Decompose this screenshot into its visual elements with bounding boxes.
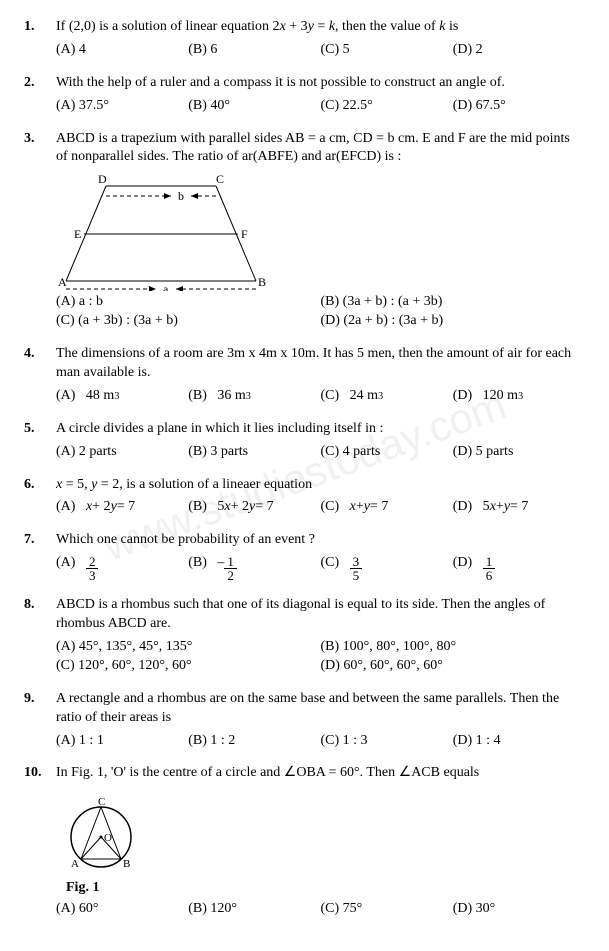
- option-a: (A) 37.5°: [56, 97, 188, 116]
- options: (A) 23 (B) – 12 (C) 35 (D) 16: [56, 554, 585, 582]
- svg-text:C: C: [216, 172, 224, 186]
- question-text: In Fig. 1, 'O' is the centre of a circle…: [56, 764, 585, 783]
- question-text: x = 5, y = 2, is a solution of a lineaer…: [56, 476, 585, 495]
- svg-text:A: A: [58, 275, 67, 289]
- options: (A) 1 : 1 (B) 1 : 2 (C) 1 : 3 (D) 1 : 4: [56, 732, 585, 751]
- question-3: 3. ABCD is a trapezium with parallel sid…: [24, 130, 585, 332]
- option-c: (C) 120°, 60°, 120°, 60°: [56, 657, 321, 676]
- question-number: 3.: [24, 130, 56, 332]
- option-d: (D) 5x + y = 7: [453, 498, 585, 517]
- option-a: (A) 48 m3: [56, 387, 188, 406]
- question-number: 4.: [24, 345, 56, 406]
- question-10: 10. In Fig. 1, 'O' is the centre of a ci…: [24, 764, 585, 919]
- option-b: (B) 120°: [188, 900, 320, 919]
- option-d: (D) (2a + b) : (3a + b): [321, 312, 586, 331]
- question-7: 7. Which one cannot be probability of an…: [24, 531, 585, 582]
- options: (A) 48 m3 (B) 36 m3 (C) 24 m3 (D) 120 m3: [56, 387, 585, 406]
- option-b: (B) – 12: [188, 554, 320, 582]
- question-number: 5.: [24, 420, 56, 462]
- option-b: (B) (3a + b) : (a + 3b): [321, 293, 586, 312]
- question-5: 5. A circle divides a plane in which it …: [24, 420, 585, 462]
- option-c: (C) x + y = 7: [321, 498, 453, 517]
- svg-text:D: D: [98, 172, 107, 186]
- circle-figure: C O A B: [56, 787, 156, 877]
- question-text: A circle divides a plane in which it lie…: [56, 420, 585, 439]
- question-text: The dimensions of a room are 3m x 4m x 1…: [56, 345, 585, 383]
- option-c: (C) 5: [321, 41, 453, 60]
- option-d: (D) 67.5°: [453, 97, 585, 116]
- question-text: Which one cannot be probability of an ev…: [56, 531, 585, 550]
- option-c: (C) 75°: [321, 900, 453, 919]
- options: (A) 45°, 135°, 45°, 135° (B) 100°, 80°, …: [56, 638, 585, 676]
- svg-text:B: B: [123, 858, 130, 870]
- option-b: (B) 100°, 80°, 100°, 80°: [321, 638, 586, 657]
- figure-caption: Fig. 1: [66, 879, 585, 898]
- options: (A) x + 2y = 7 (B) 5x + 2y = 7 (C) x + y…: [56, 498, 585, 517]
- question-number: 8.: [24, 596, 56, 676]
- option-d: (D) 16: [453, 554, 585, 582]
- option-c: (C) 35: [321, 554, 453, 582]
- question-number: 1.: [24, 18, 56, 60]
- option-a: (A) 23: [56, 554, 188, 582]
- option-d: (D) 30°: [453, 900, 585, 919]
- question-text: With the help of a ruler and a compass i…: [56, 74, 585, 93]
- svg-text:E: E: [74, 227, 81, 241]
- option-a: (A) 2 parts: [56, 443, 188, 462]
- question-text: If (2,0) is a solution of linear equatio…: [56, 18, 585, 37]
- option-b: (B) 36 m3: [188, 387, 320, 406]
- options: (A) 60° (B) 120° (C) 75° (D) 30°: [56, 900, 585, 919]
- options: (A) 2 parts (B) 3 parts (C) 4 parts (D) …: [56, 443, 585, 462]
- svg-text:F: F: [241, 227, 248, 241]
- option-a: (A) 60°: [56, 900, 188, 919]
- option-c: (C) 22.5°: [321, 97, 453, 116]
- svg-text:B: B: [258, 275, 266, 289]
- option-a: (A) x + 2y = 7: [56, 498, 188, 517]
- question-number: 2.: [24, 74, 56, 116]
- option-a: (A) 1 : 1: [56, 732, 188, 751]
- option-b: (B) 5x + 2y = 7: [188, 498, 320, 517]
- option-c: (C) 1 : 3: [321, 732, 453, 751]
- svg-text:O: O: [104, 832, 112, 844]
- svg-text:a: a: [163, 282, 169, 291]
- options: (A) a : b (B) (3a + b) : (a + 3b) (C) (a…: [56, 293, 585, 331]
- svg-text:b: b: [178, 189, 184, 203]
- option-b: (B) 6: [188, 41, 320, 60]
- question-text: ABCD is a trapezium with parallel sides …: [56, 130, 585, 168]
- question-text: A rectangle and a rhombus are on the sam…: [56, 690, 585, 728]
- question-text: ABCD is a rhombus such that one of its d…: [56, 596, 585, 634]
- question-6: 6. x = 5, y = 2, is a solution of a line…: [24, 476, 585, 518]
- option-d: (D) 120 m3: [453, 387, 585, 406]
- question-number: 6.: [24, 476, 56, 518]
- option-b: (B) 40°: [188, 97, 320, 116]
- option-b: (B) 1 : 2: [188, 732, 320, 751]
- option-a: (A) a : b: [56, 293, 321, 312]
- question-1: 1. If (2,0) is a solution of linear equa…: [24, 18, 585, 60]
- option-d: (D) 1 : 4: [453, 732, 585, 751]
- question-number: 7.: [24, 531, 56, 582]
- question-4: 4. The dimensions of a room are 3m x 4m …: [24, 345, 585, 406]
- option-b: (B) 3 parts: [188, 443, 320, 462]
- options: (A) 37.5° (B) 40° (C) 22.5° (D) 67.5°: [56, 97, 585, 116]
- svg-text:C: C: [98, 796, 105, 808]
- option-c: (C) 4 parts: [321, 443, 453, 462]
- trapezium-figure: b a D C A B E F: [56, 171, 266, 291]
- svg-text:A: A: [71, 858, 79, 870]
- question-number: 9.: [24, 690, 56, 751]
- question-2: 2. With the help of a ruler and a compas…: [24, 74, 585, 116]
- question-number: 10.: [24, 764, 56, 919]
- option-d: (D) 5 parts: [453, 443, 585, 462]
- question-9: 9. A rectangle and a rhombus are on the …: [24, 690, 585, 751]
- option-c: (C) 24 m3: [321, 387, 453, 406]
- option-a: (A) 45°, 135°, 45°, 135°: [56, 638, 321, 657]
- option-a: (A) 4: [56, 41, 188, 60]
- option-c: (C) (a + 3b) : (3a + b): [56, 312, 321, 331]
- option-d: (D) 60°, 60°, 60°, 60°: [321, 657, 586, 676]
- question-8: 8. ABCD is a rhombus such that one of it…: [24, 596, 585, 676]
- option-d: (D) 2: [453, 41, 585, 60]
- options: (A) 4 (B) 6 (C) 5 (D) 2: [56, 41, 585, 60]
